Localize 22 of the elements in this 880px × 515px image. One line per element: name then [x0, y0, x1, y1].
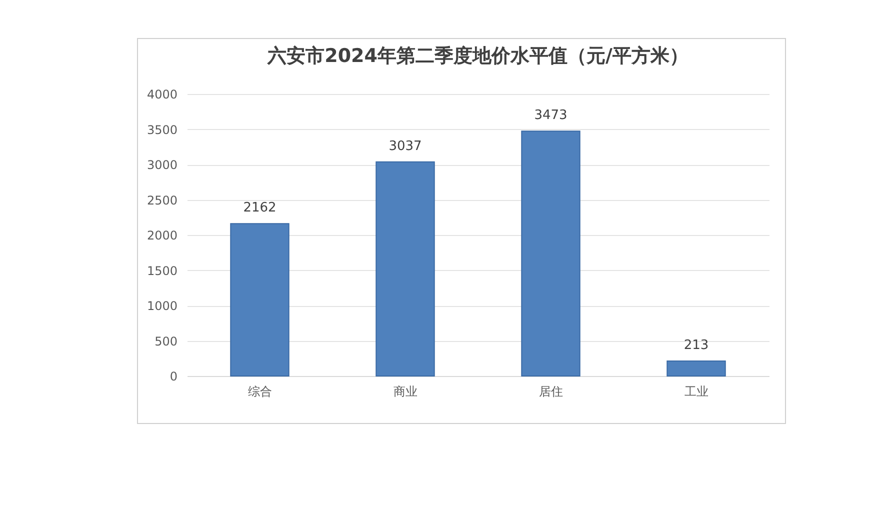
bar: [521, 130, 580, 376]
x-tick-label: 工业: [684, 384, 708, 398]
chart-title: 六安市2024年第二季度地价水平值（元/平方米）: [266, 45, 688, 67]
y-tick-label: 1500: [146, 264, 178, 278]
x-tick-label: 居住: [538, 384, 563, 398]
data-label: 3473: [534, 108, 568, 124]
bar: [230, 223, 290, 376]
y-tick-label: 3500: [146, 122, 178, 137]
bar: [666, 360, 726, 376]
bar: [376, 161, 435, 376]
data-label: 3037: [388, 138, 422, 154]
x-tick-label: 商业: [393, 384, 418, 398]
y-tick-label: 3000: [146, 158, 178, 172]
y-tick-label: 1000: [146, 299, 178, 313]
y-tick-label: 500: [154, 334, 178, 348]
data-label: 213: [684, 338, 709, 353]
y-tick-label: 0: [170, 370, 178, 384]
x-tick-label: 综合: [248, 384, 272, 398]
y-tick-label: 2000: [146, 228, 178, 242]
y-tick-label: 2500: [146, 193, 178, 208]
data-label: 2162: [243, 200, 276, 216]
y-tick-label: 4000: [146, 88, 178, 102]
